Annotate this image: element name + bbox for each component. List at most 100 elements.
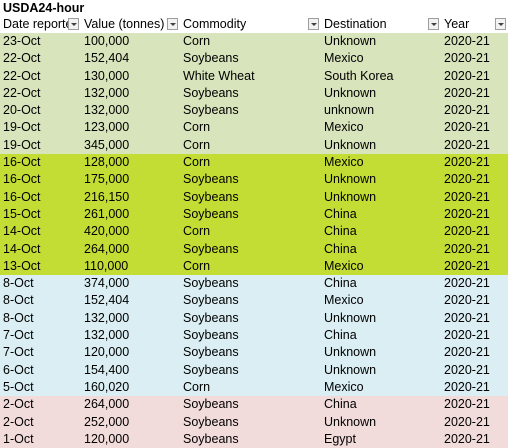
table-row[interactable]: 19-Oct 123,000 Corn Mexico 2020-21 [0,119,508,137]
cell-value[interactable]: 216,150 [84,189,130,204]
cell-commodity[interactable]: Soybeans [183,85,239,100]
table-row[interactable]: 23-Oct 100,000 Corn Unknown 2020-21 [0,33,508,51]
cell-destination[interactable]: Unknown [324,34,377,48]
cell-year[interactable]: 2020-21 [444,155,490,170]
cell-year[interactable]: 2020-21 [444,68,490,83]
cell-destination[interactable]: China [324,276,357,291]
cell-date[interactable]: 15-Oct [3,206,41,221]
cell-date[interactable]: 19-Oct [3,120,41,135]
cell-destination[interactable]: Mexico [324,120,364,135]
cell-value[interactable]: 152,404 [84,293,130,308]
cell-destination[interactable]: Unknown [324,172,377,187]
cell-commodity[interactable]: Soybeans [183,241,239,256]
filter-dropdown-icon[interactable] [308,18,319,30]
cell-commodity[interactable]: Corn [183,155,211,170]
cell-commodity[interactable]: Corn [183,379,211,394]
cell-year[interactable]: 2020-21 [444,172,490,187]
cell-year[interactable]: 2020-21 [444,310,490,325]
cell-year[interactable]: 2020-21 [444,189,490,204]
cell-date[interactable]: 14-Oct [3,224,41,239]
cell-date[interactable]: 22-Oct [3,68,41,83]
cell-value[interactable]: 132,000 [84,328,130,343]
cell-year[interactable]: 2020-21 [444,414,490,429]
cell-destination[interactable]: China [324,328,357,343]
cell-value[interactable]: 420,000 [84,224,130,239]
cell-year[interactable]: 2020-21 [444,362,490,377]
table-row[interactable]: 16-Oct 128,000 Corn Mexico 2020-21 [0,154,508,172]
cell-year[interactable]: 2020-21 [444,258,490,273]
cell-date[interactable]: 16-Oct [3,172,41,187]
cell-destination[interactable]: China [324,224,357,239]
table-row[interactable]: 8-Oct 152,404 Soybeans Mexico 2020-21 [0,292,508,310]
cell-value[interactable]: 132,000 [84,85,130,100]
cell-year[interactable]: 2020-21 [444,137,490,152]
table-row[interactable]: 22-Oct 132,000 Soybeans Unknown 2020-21 [0,84,508,103]
cell-value[interactable]: 130,000 [84,68,130,83]
cell-date[interactable]: 1-Oct [3,431,34,446]
cell-year[interactable]: 2020-21 [444,397,490,412]
cell-commodity[interactable]: Corn [183,137,211,152]
cell-year[interactable]: 2020-21 [444,85,490,100]
cell-date[interactable]: 13-Oct [3,258,41,273]
cell-commodity[interactable]: Soybeans [183,276,239,291]
cell-value[interactable]: 120,000 [84,431,130,446]
cell-value[interactable]: 132,000 [84,103,130,118]
cell-year[interactable]: 2020-21 [444,103,490,118]
cell-date[interactable]: 14-Oct [3,241,41,256]
cell-year[interactable]: 2020-21 [444,241,490,256]
cell-destination[interactable]: Mexico [324,258,364,273]
cell-value[interactable]: 100,000 [84,34,130,48]
cell-date[interactable]: 8-Oct [3,276,34,291]
cell-year[interactable]: 2020-21 [444,224,490,239]
cell-commodity[interactable]: Soybeans [183,310,239,325]
cell-date[interactable]: 5-Oct [3,379,34,394]
cell-date[interactable]: 8-Oct [3,293,34,308]
cell-date[interactable]: 2-Oct [3,397,34,412]
cell-year[interactable]: 2020-21 [444,379,490,394]
cell-value[interactable]: 261,000 [84,206,130,221]
column-header-commodity[interactable]: Commodity [180,16,321,33]
cell-commodity[interactable]: Soybeans [183,431,239,446]
table-row[interactable]: 20-Oct 132,000 Soybeans unknown 2020-21 [0,102,508,120]
cell-commodity[interactable]: Corn [183,120,211,135]
table-row[interactable]: 2-Oct 264,000 Soybeans China 2020-21 [0,396,508,414]
filter-dropdown-icon[interactable] [495,18,506,30]
cell-date[interactable]: 20-Oct [3,103,41,118]
table-row[interactable]: 1-Oct 120,000 Soybeans Egypt 2020-21 [0,430,508,448]
cell-year[interactable]: 2020-21 [444,431,490,446]
cell-destination[interactable]: China [324,397,357,412]
cell-date[interactable]: 19-Oct [3,137,41,152]
table-row[interactable]: 16-Oct 175,000 Soybeans Unknown 2020-21 [0,171,508,189]
cell-destination[interactable]: Unknown [324,85,377,100]
cell-date[interactable]: 16-Oct [3,189,41,204]
cell-destination[interactable]: China [324,241,357,256]
column-header-destination[interactable]: Destination [321,16,441,33]
table-row[interactable]: 8-Oct 132,000 Soybeans Unknown 2020-21 [0,309,508,328]
table-row[interactable]: 22-Oct 152,404 Soybeans Mexico 2020-21 [0,50,508,68]
cell-destination[interactable]: China [324,206,357,221]
cell-year[interactable]: 2020-21 [444,206,490,221]
cell-destination[interactable]: Mexico [324,293,364,308]
table-row[interactable]: 14-Oct 420,000 Corn China 2020-21 [0,223,508,241]
table-row[interactable]: 15-Oct 261,000 Soybeans China 2020-21 [0,205,508,224]
column-header-value[interactable]: Value (tonnes) [81,16,180,33]
cell-destination[interactable]: South Korea [324,68,394,83]
cell-date[interactable]: 7-Oct [3,345,34,360]
cell-destination[interactable]: Unknown [324,137,377,152]
cell-value[interactable]: 160,020 [84,379,130,394]
cell-destination[interactable]: Egypt [324,431,356,446]
cell-value[interactable]: 123,000 [84,120,130,135]
table-row[interactable]: 19-Oct 345,000 Corn Unknown 2020-21 [0,136,508,155]
column-header-year[interactable]: Year [441,16,508,33]
cell-date[interactable]: 7-Oct [3,328,34,343]
cell-destination[interactable]: Unknown [324,189,377,204]
cell-value[interactable]: 110,000 [84,258,129,273]
cell-destination[interactable]: Mexico [324,379,364,394]
cell-date[interactable]: 8-Oct [3,310,34,325]
table-row[interactable]: 22-Oct 130,000 White Wheat South Korea 2020-… [0,67,508,85]
cell-commodity[interactable]: White Wheat [183,68,255,83]
filter-dropdown-icon[interactable] [167,18,178,30]
cell-year[interactable]: 2020-21 [444,293,490,308]
cell-value[interactable]: 374,000 [84,276,130,291]
cell-date[interactable]: 16-Oct [3,155,41,170]
